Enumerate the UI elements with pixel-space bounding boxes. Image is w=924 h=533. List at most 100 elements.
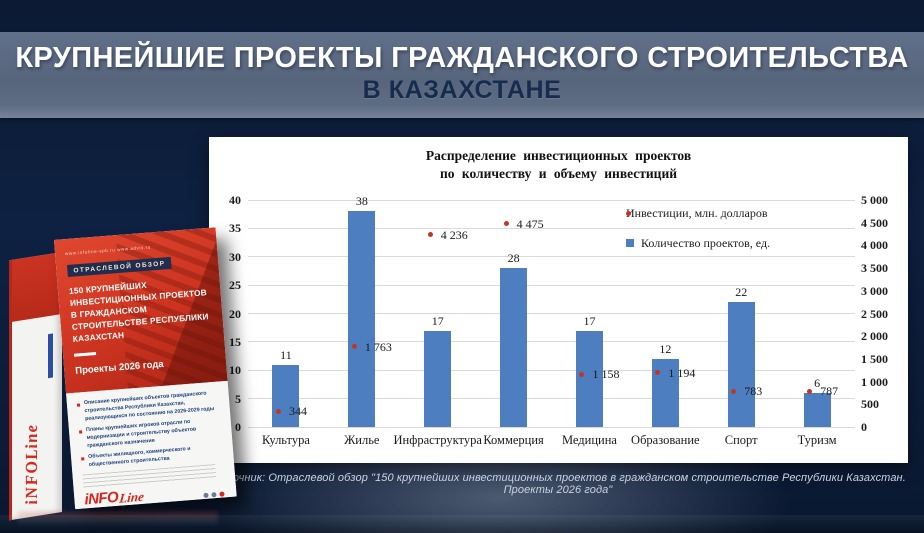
category-label: Инфраструктура [393,433,482,447]
bar [803,392,831,427]
infoline-logo-line: Line [118,488,145,506]
logo-sub-band [85,506,168,510]
partner-icon [203,492,209,498]
infoline-logo-info: iNFO [83,488,119,508]
investment-dot [655,370,661,376]
investment-dot [579,371,585,377]
legend-dot-marker [626,210,631,216]
gridline [248,426,855,428]
legend-item: Количество проектов, ед. [626,228,770,258]
cover-subtitle: Проекты 2026 года [74,358,164,377]
left-axis-tick: 0 [235,420,241,434]
bar-value-label: 22 [735,285,748,300]
bar [272,364,300,427]
plot-area: Инвестиции, млн. долларов Количество прое… [229,193,888,447]
bullet-marker [76,403,81,407]
page-title-line1: КРУПНЕЙШИЕ ПРОЕКТЫ ГРАЖДАНСКОГО СТРОИТЕЛ… [15,42,909,74]
legend-item: Инвестиции, млн. долларов [626,198,770,228]
partner-icon [219,490,225,497]
investment-value-label: 1 763 [364,339,392,354]
investment-value-label: 4 475 [516,216,544,231]
right-axis-tick: 1 500 [861,351,888,366]
gridline [248,398,855,400]
book-spine: iNFOLine [9,252,62,521]
bar [424,330,452,427]
book-bullets: Описание крупнейших объектов гражданског… [76,390,224,470]
bar-value-label: 12 [659,341,672,356]
cover-partner-icons [203,490,225,498]
cover-websites: www.infoline-spb.ru www.advis.ru [64,244,152,257]
gridline [248,369,855,371]
bar [348,211,376,427]
category-label: Туризм [797,433,837,447]
investment-dot [807,388,813,394]
bar-value-label: 28 [507,251,520,266]
bar-value-label: 17 [431,313,444,328]
left-axis-tick: 40 [229,193,241,207]
investment-dot [275,408,281,414]
investment-value-label: 4 236 [440,227,468,242]
category-label: Спорт [724,433,758,447]
legend-square-marker [626,239,634,247]
investment-dot [731,388,737,394]
investment-value-label: 344 [288,404,307,419]
legend-label: Инвестиции, млн. долларов [626,205,768,220]
gridline [248,341,855,343]
investment-value-label: 1 158 [592,367,620,382]
gridline [248,284,855,286]
book-front-cover: www.infoline-spb.ru www.advis.ru ОТРАСЛЕ… [54,227,237,510]
cover-white-section: Описание крупнейших объектов гражданског… [66,380,237,510]
left-axis-tick: 20 [229,306,241,321]
left-axis-tick: 35 [229,221,241,236]
infoline-spine-logo: iNFOLine [22,422,41,507]
infoline-logo: iNFO Line [83,488,145,508]
left-axis-tick: 15 [229,334,241,349]
right-axis-tick: 4 500 [861,215,888,230]
bar-value-label: 6 [814,375,821,390]
category-label: Медицина [561,433,617,447]
chart-panel: Распределение инвестиционных проектов по… [209,137,908,463]
bar-value-label: 17 [583,313,596,328]
bar-value-label: 11 [280,347,292,362]
right-axis-tick: 5 000 [861,193,888,207]
legend-label: Количество проектов, ед. [641,235,771,250]
right-axis-tick: 1 000 [861,374,888,389]
gridline [248,256,855,258]
investment-dot [503,221,509,227]
cover-badge: ОТРАСЛЕВОЙ ОБЗОР [67,256,172,278]
right-axis-tick: 2 000 [861,329,888,344]
bullet-marker [81,456,85,461]
title-banner: КРУПНЕЙШИЕ ПРОЕКТЫ ГРАЖДАНСКОГО СТРОИТЕЛ… [0,32,924,118]
gridline [248,227,855,229]
investment-dot [427,232,433,238]
bullet-marker [79,430,83,434]
bar [575,330,603,427]
bar [651,358,679,427]
bar-value-label: 38 [355,194,368,209]
right-axis-tick: 3 000 [861,283,888,298]
right-axis-tick: 2 500 [861,306,888,321]
right-axis-tick: 3 500 [861,261,888,276]
left-axis-tick: 5 [235,391,241,406]
partner-icon [211,491,217,497]
category-label: Культура [261,433,310,447]
left-axis-tick: 30 [229,249,241,264]
source-line: Источник: Отраслевой обзор "150 крупнейш… [210,472,906,496]
book-spine-band [48,333,53,379]
gridline [248,313,855,314]
gridline [248,199,855,201]
investment-value-label: 1 194 [668,365,696,380]
chart-title-line2: по количеству и объему инвестиций [439,166,678,181]
right-axis-tick: 0 [861,420,867,434]
cover-dash [73,351,97,357]
page-title-line2: В КАЗАХСТАНЕ [362,76,562,104]
left-axis-tick: 10 [229,363,241,378]
chart-legend: Инвестиции, млн. долларов Количество прое… [626,198,770,258]
book-reflection [18,512,218,526]
chart-title-line1: Распределение инвестиционных проектов [425,148,692,163]
cover-red-section: www.infoline-spb.ru www.advis.ru ОТРАСЛЕ… [54,227,228,394]
bar [727,302,755,427]
floor-sheen [0,515,924,533]
bar [500,268,528,427]
